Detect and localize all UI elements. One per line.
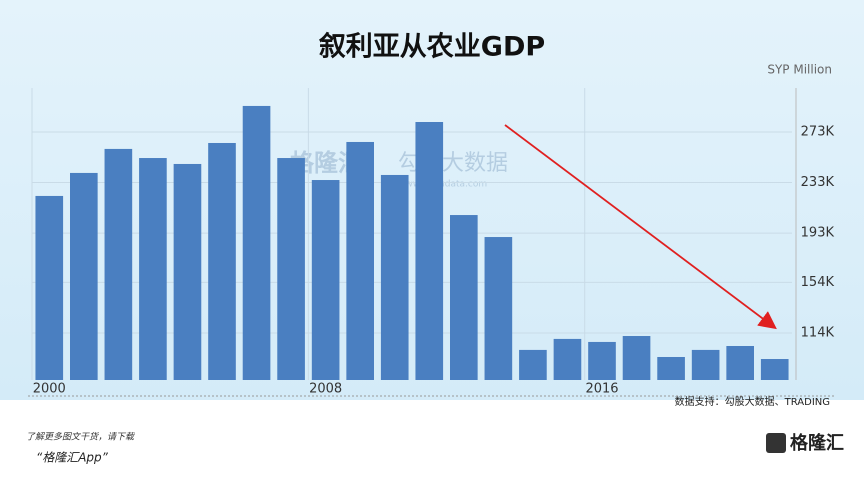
bar <box>277 158 305 380</box>
bar <box>622 336 651 380</box>
logo-icon <box>766 433 786 453</box>
y-tick-label: 154K <box>801 275 835 290</box>
bar <box>657 356 685 380</box>
bar <box>519 349 547 380</box>
y-tick-label: 273K <box>801 124 835 139</box>
bar <box>553 338 582 380</box>
bar <box>208 142 236 380</box>
source: 数据支持：勾股大数据、TRADING <box>675 395 830 408</box>
bar <box>415 122 444 380</box>
bar <box>104 148 133 380</box>
bar <box>173 163 202 380</box>
bar <box>311 180 340 380</box>
unit-label: SYP Million <box>767 63 832 77</box>
bar <box>380 174 409 380</box>
bar <box>691 349 720 380</box>
x-tick-label: 2000 <box>33 382 66 397</box>
chart-title: 叙利亚从农业GDP <box>319 32 545 63</box>
footer-line2: “格隆汇App” <box>36 451 109 465</box>
footer-background <box>0 400 864 484</box>
bar <box>346 141 374 380</box>
bar <box>242 105 271 381</box>
bar <box>35 195 64 380</box>
bar <box>450 215 478 380</box>
bar <box>760 359 789 380</box>
y-tick-label: 193K <box>801 226 835 241</box>
footer-logo: 格隆汇 <box>790 432 844 454</box>
bar <box>139 158 167 380</box>
x-tick-label: 2008 <box>309 382 342 397</box>
bar <box>70 172 98 380</box>
footer-line1: 了解更多图文干货，请下载 <box>26 432 135 443</box>
y-tick-label: 233K <box>801 175 835 190</box>
bar <box>726 345 754 380</box>
bar <box>588 341 616 380</box>
watermark-name: 勾股大数据 <box>398 151 508 176</box>
trend-arrow <box>504 124 777 330</box>
y-tick-label: 114K <box>801 325 835 340</box>
bar <box>484 237 513 380</box>
x-tick-label: 2016 <box>585 382 618 397</box>
